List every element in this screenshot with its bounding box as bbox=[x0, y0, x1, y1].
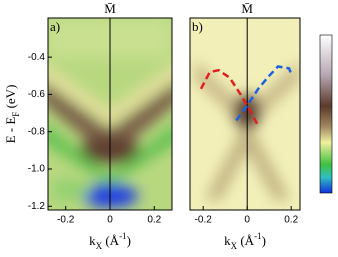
x-axis-label-part: X bbox=[96, 241, 103, 251]
x-axis-label: kX (Å-1) bbox=[89, 231, 131, 251]
x-axis-label-part: -1 bbox=[119, 231, 127, 241]
x-tick-label: 0.2 bbox=[147, 215, 161, 226]
frame-b bbox=[189, 17, 301, 211]
y-axis-label-part: (eV) bbox=[3, 85, 18, 112]
y-tick-label: -0.4 bbox=[28, 52, 46, 63]
y-tick-label: -0.8 bbox=[28, 126, 46, 137]
intensity-map-b bbox=[190, 18, 300, 210]
y-tick-label: -0.6 bbox=[28, 89, 46, 100]
x-axis-label: kX (Å-1) bbox=[224, 231, 266, 251]
x-axis-label-part: k bbox=[224, 233, 231, 248]
x-axis-label-part: (Å bbox=[237, 233, 255, 248]
x-tick-label: 0 bbox=[107, 215, 113, 226]
symmetry-point-label: M̄ bbox=[104, 1, 116, 16]
x-axis-label-part: ) bbox=[127, 233, 131, 248]
x-tick-label: -0.2 bbox=[195, 215, 213, 226]
dispersion-line bbox=[199, 68, 260, 127]
color-bar bbox=[319, 34, 333, 194]
dispersion-line bbox=[235, 65, 293, 122]
y-axis-label-part: F bbox=[11, 112, 21, 117]
y-tick-label: -1.2 bbox=[28, 201, 46, 212]
panel-label: b) bbox=[192, 19, 203, 34]
x-tick-label: 0.2 bbox=[284, 215, 298, 226]
y-tick-label: -1.0 bbox=[28, 164, 46, 175]
y-axis-label: E - EF (eV) bbox=[3, 85, 21, 144]
panel-label: a) bbox=[50, 19, 60, 34]
y-axis-label-part: E - E bbox=[3, 117, 18, 144]
x-axis-label-part: ) bbox=[262, 233, 266, 248]
x-tick-label: -0.2 bbox=[57, 215, 75, 226]
x-axis-label-part: k bbox=[89, 233, 96, 248]
x-axis-label-part: (Å bbox=[102, 233, 120, 248]
x-axis-label-part: X bbox=[231, 241, 238, 251]
symmetry-point-label: M̄ bbox=[241, 1, 253, 16]
x-tick-label: 0 bbox=[244, 215, 250, 226]
x-axis-label-part: -1 bbox=[254, 231, 262, 241]
